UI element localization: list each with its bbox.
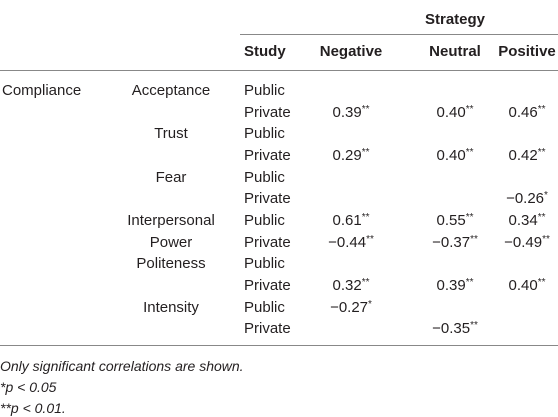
significance-marker: ** [542, 233, 550, 245]
study-label: Public [244, 82, 285, 99]
correlation-cell: −0.27* [330, 299, 372, 317]
correlation-value: 0.61 [332, 211, 362, 229]
group-header: Strategy [424, 11, 486, 28]
column-header: Negative [319, 43, 383, 60]
correlation-value: 0.40 [436, 146, 466, 164]
correlation-value: 0.32 [332, 276, 362, 294]
header-rule [0, 70, 558, 71]
table-bottom-rule [0, 345, 558, 346]
significance-marker: ** [465, 276, 474, 288]
column-header: Study [244, 43, 286, 60]
significance-marker: ** [465, 103, 474, 115]
study-label: Public [244, 298, 285, 316]
table-note: Only significant correlations are shown. [0, 358, 244, 374]
correlation-cell: 0.39** [333, 104, 370, 122]
correlation-value: 0.34 [508, 211, 538, 229]
significance-marker: ** [470, 320, 478, 332]
column-header: Neutral [429, 43, 481, 60]
correlation-value: 0.29 [332, 146, 362, 164]
correlation-cell: −0.35** [432, 320, 478, 338]
correlation-value: 0.46 [508, 103, 538, 121]
study-label: Public [244, 168, 285, 186]
correlation-cell: −0.37** [432, 234, 478, 252]
correlation-cell: 0.55** [437, 212, 474, 230]
significance-marker: ** [361, 276, 370, 288]
correlation-cell: 0.42** [509, 147, 546, 165]
correlation-cell: 0.32** [333, 277, 370, 295]
correlation-cell: −0.44** [328, 234, 374, 252]
correlation-cell: 0.39** [437, 277, 474, 295]
row-subvariable: Power [149, 233, 193, 251]
significance-marker: ** [537, 276, 546, 288]
correlation-value: −0.49 [504, 233, 543, 251]
study-label: Public [244, 211, 285, 229]
correlation-value: −0.37 [432, 233, 471, 251]
significance-marker: ** [465, 211, 474, 223]
correlation-cell: 0.29** [333, 147, 370, 165]
correlation-cell: 0.61** [333, 212, 370, 230]
study-label: Private [244, 320, 291, 338]
significance-marker: ** [361, 103, 370, 115]
row-subvariable: Intensity [143, 298, 199, 316]
correlation-cell: 0.34** [509, 212, 546, 230]
correlation-value: −0.44 [328, 233, 367, 251]
significance-marker: ** [537, 103, 546, 115]
study-label: Public [244, 255, 285, 273]
correlation-cell: −0.49** [504, 234, 550, 252]
study-label: Private [244, 276, 291, 294]
study-label: Private [244, 146, 291, 164]
significance-marker: ** [470, 233, 478, 245]
significance-marker: ** [366, 233, 374, 245]
row-subvariable: Interpersonal [127, 211, 215, 229]
significance-marker: * [368, 298, 372, 310]
significance-marker: ** [361, 211, 370, 223]
header-rule [240, 34, 558, 35]
row-subvariable: Fear [155, 168, 187, 186]
significance-marker: ** [537, 211, 546, 223]
correlation-value: 0.40 [508, 276, 538, 294]
significance-marker: ** [465, 146, 474, 158]
row-subvariable: Trust [154, 125, 188, 143]
study-label: Private [244, 103, 291, 121]
correlation-value: 0.39 [436, 276, 466, 294]
correlation-value: 0.40 [436, 103, 466, 121]
correlation-cell: −0.26* [506, 190, 548, 208]
correlation-value: 0.39 [332, 103, 362, 121]
correlation-cell: 0.40** [437, 104, 474, 122]
correlation-value: 0.42 [508, 146, 538, 164]
study-label: Private [244, 233, 291, 251]
table-note: **p < 0.01. [0, 400, 66, 416]
correlation-value: −0.26 [506, 190, 545, 208]
correlation-value: −0.27 [330, 298, 369, 316]
significance-marker: * [544, 190, 548, 202]
row-subvariable: Acceptance [131, 82, 211, 99]
significance-marker: ** [537, 146, 546, 158]
row-subvariable: Politeness [136, 255, 206, 273]
table-note: *p < 0.05 [0, 379, 57, 395]
correlation-cell: 0.40** [509, 277, 546, 295]
significance-marker: ** [361, 146, 370, 158]
correlation-value: 0.55 [436, 211, 466, 229]
study-label: Private [244, 190, 291, 208]
correlation-cell: 0.46** [509, 104, 546, 122]
correlation-value: −0.35 [432, 320, 471, 338]
row-variable: Compliance [2, 82, 82, 99]
correlation-cell: 0.40** [437, 147, 474, 165]
study-label: Public [244, 125, 285, 143]
column-header: Positive [498, 43, 556, 60]
